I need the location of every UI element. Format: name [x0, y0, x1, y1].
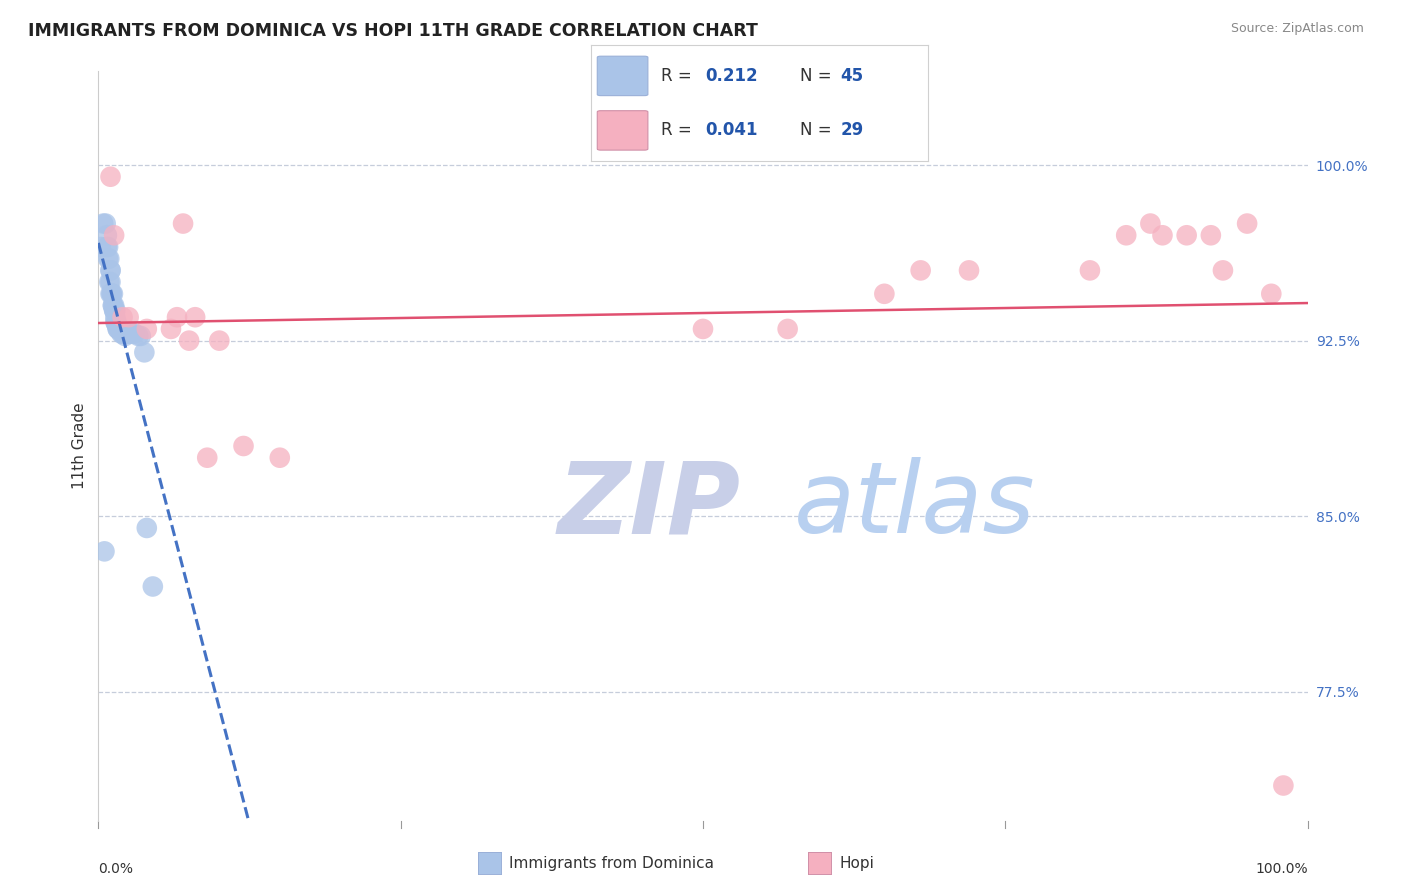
Point: [91, 217, 114, 231]
Point: [118, 326, 141, 341]
Point: [100, 286, 122, 301]
Text: 100.0%: 100.0%: [1256, 862, 1308, 876]
Text: 0.041: 0.041: [706, 121, 758, 139]
Point: [1212, 263, 1234, 277]
Point: [127, 329, 149, 343]
Point: [96, 240, 118, 254]
Point: [957, 263, 980, 277]
Text: R =: R =: [661, 67, 692, 85]
Point: [776, 322, 799, 336]
Point: [108, 322, 131, 336]
Point: [124, 326, 146, 341]
Point: [100, 169, 122, 184]
Point: [100, 263, 122, 277]
Point: [142, 580, 165, 594]
Text: atlas: atlas: [793, 458, 1035, 555]
Point: [118, 310, 141, 325]
Point: [873, 286, 896, 301]
Point: [1115, 228, 1137, 243]
Point: [135, 322, 157, 336]
Point: [111, 326, 134, 341]
Point: [107, 322, 129, 336]
Point: [184, 310, 207, 325]
Point: [172, 217, 194, 231]
Point: [134, 345, 156, 359]
Point: [105, 315, 128, 329]
Point: [94, 217, 117, 231]
Point: [90, 240, 112, 254]
Point: [101, 299, 124, 313]
Point: [104, 310, 127, 325]
Point: [129, 329, 152, 343]
Point: [105, 317, 128, 331]
Point: [100, 263, 122, 277]
Point: [1078, 263, 1101, 277]
Point: [98, 252, 121, 266]
Text: Source: ZipAtlas.com: Source: ZipAtlas.com: [1230, 22, 1364, 36]
Point: [135, 521, 157, 535]
Point: [110, 326, 132, 341]
Point: [1139, 217, 1161, 231]
Point: [93, 544, 115, 558]
Point: [692, 322, 714, 336]
Text: 29: 29: [841, 121, 863, 139]
Point: [103, 303, 125, 318]
Point: [103, 303, 125, 318]
Point: [101, 286, 124, 301]
Point: [105, 317, 128, 331]
Point: [104, 303, 127, 318]
Point: [208, 334, 231, 348]
Point: [101, 299, 124, 313]
Text: 0.0%: 0.0%: [98, 862, 134, 876]
Point: [1152, 228, 1174, 243]
Point: [108, 322, 131, 336]
Point: [910, 263, 932, 277]
Point: [97, 240, 120, 254]
Point: [1236, 217, 1258, 231]
Point: [96, 228, 118, 243]
Point: [103, 228, 125, 243]
FancyBboxPatch shape: [598, 56, 648, 95]
Point: [179, 334, 201, 348]
Point: [195, 450, 218, 465]
Point: [1199, 228, 1222, 243]
Point: [100, 286, 122, 301]
Text: IMMIGRANTS FROM DOMINICA VS HOPI 11TH GRADE CORRELATION CHART: IMMIGRANTS FROM DOMINICA VS HOPI 11TH GR…: [28, 22, 758, 40]
Y-axis label: 11th Grade: 11th Grade: [72, 402, 87, 490]
Text: ZIP: ZIP: [558, 458, 741, 555]
Point: [100, 275, 122, 289]
Point: [107, 322, 129, 336]
Point: [160, 322, 183, 336]
Point: [111, 310, 134, 325]
Point: [166, 310, 188, 325]
Point: [1260, 286, 1282, 301]
Text: 45: 45: [841, 67, 863, 85]
Point: [1175, 228, 1198, 243]
Point: [1272, 779, 1295, 793]
Point: [97, 252, 120, 266]
Point: [100, 286, 122, 301]
Point: [117, 326, 139, 341]
Point: [104, 315, 127, 329]
Text: Hopi: Hopi: [839, 856, 875, 871]
Text: N =: N =: [800, 121, 831, 139]
Point: [114, 329, 136, 343]
Text: R =: R =: [661, 121, 692, 139]
Text: 0.212: 0.212: [706, 67, 758, 85]
Point: [121, 326, 143, 341]
Point: [232, 439, 254, 453]
FancyBboxPatch shape: [598, 111, 648, 150]
Text: N =: N =: [800, 67, 831, 85]
Point: [98, 275, 121, 289]
Point: [269, 450, 291, 465]
Point: [112, 326, 135, 341]
Point: [103, 299, 125, 313]
Text: Immigrants from Dominica: Immigrants from Dominica: [509, 856, 714, 871]
